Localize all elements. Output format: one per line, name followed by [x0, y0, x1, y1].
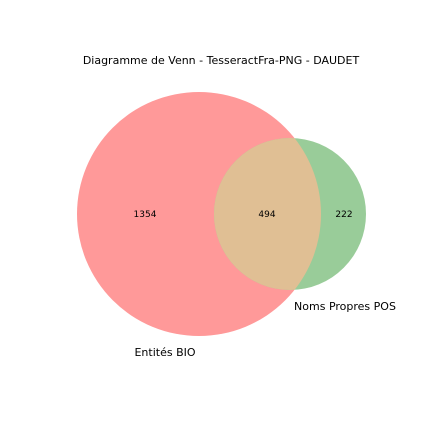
set-b-label: Noms Propres POS: [294, 300, 396, 313]
diagram-title: Diagramme de Venn - TesseractFra-PNG - D…: [83, 54, 360, 67]
set-a-label: Entités BIO: [134, 346, 195, 359]
count-only-set-a: 1354: [134, 210, 157, 220]
count-intersection: 494: [258, 210, 275, 220]
count-only-set-b: 222: [335, 210, 352, 220]
intersection-region: [214, 138, 321, 290]
